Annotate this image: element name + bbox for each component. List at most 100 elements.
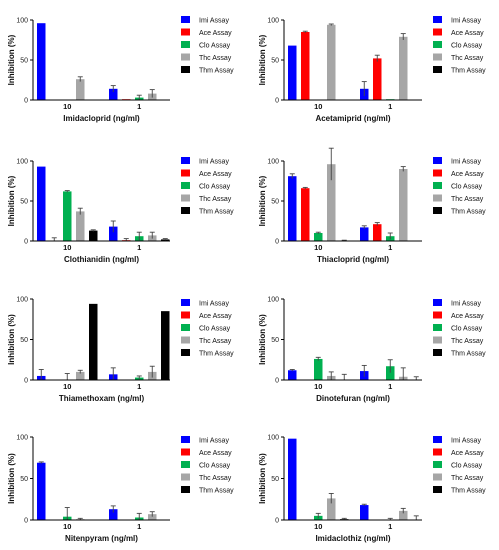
bar	[327, 24, 336, 100]
bar	[37, 166, 46, 241]
legend-entry: Imi Assay	[451, 159, 481, 166]
x-tick-label: 1	[388, 522, 392, 531]
x-tick-label: 1	[388, 382, 392, 391]
bar	[373, 224, 382, 241]
legend-swatch	[181, 169, 190, 177]
x-axis-label: Nitenpyram (ng/ml)	[65, 534, 138, 543]
y-tick-label: 100	[16, 18, 28, 25]
y-tick-label: 50	[20, 199, 28, 206]
x-tick-label: 10	[314, 102, 322, 111]
legend: Imi Assay Ace Assay Clo Assay Thc Assay Thm …	[181, 157, 234, 216]
legend-entry: Clo Assay	[451, 326, 483, 333]
legend-swatch	[181, 182, 190, 189]
legend: Imi Assay Ace Assay Clo Assay Thc Assay Thm …	[181, 16, 234, 75]
legend-entry: Imi Assay	[451, 18, 481, 25]
y-axis-label: Inhibition (%)	[258, 314, 267, 365]
y-tick-label: 50	[271, 58, 279, 65]
y-tick-label: 100	[267, 435, 279, 442]
x-axis-label: Dinotefuran (ng/ml)	[316, 394, 390, 403]
legend-swatch	[433, 486, 442, 493]
x-tick-label: 10	[63, 102, 71, 111]
bar	[386, 366, 395, 380]
bar	[301, 32, 310, 100]
bar	[360, 227, 369, 241]
legend-swatch	[181, 486, 190, 493]
legend-entry: Thm Assay	[451, 488, 486, 495]
x-tick-label: 10	[63, 382, 71, 391]
bar	[63, 191, 72, 241]
bar	[314, 358, 323, 380]
y-tick-label: 100	[267, 297, 279, 304]
legend: Imi Assay Ace Assay Clo Assay Thc Assay Thm …	[433, 157, 486, 216]
legend-entry: Ace Assay	[451, 313, 484, 320]
legend-entry: Clo Assay	[451, 184, 483, 191]
legend-entry: Thm Assay	[199, 209, 234, 216]
bar	[327, 164, 336, 241]
legend-entry: Imi Assay	[451, 438, 481, 445]
x-tick-label: 10	[314, 522, 322, 531]
bar	[109, 509, 118, 520]
legend-entry: Ace Assay	[199, 450, 232, 457]
legend: Imi Assay Ace Assay Clo Assay Thc Assay Thm …	[433, 299, 486, 358]
legend-swatch	[181, 207, 190, 214]
y-tick-label: 100	[267, 159, 279, 166]
legend-swatch	[181, 461, 190, 468]
legend-entry: Thc Assay	[451, 196, 484, 203]
x-tick-label: 1	[137, 102, 141, 111]
legend-entry: Thm Assay	[199, 351, 234, 358]
bar	[76, 371, 85, 380]
legend-swatch	[181, 28, 190, 36]
legend-swatch	[181, 349, 190, 356]
legend-entry: Imi Assay	[199, 159, 229, 166]
legend-swatch	[433, 194, 442, 202]
legend-swatch	[433, 324, 442, 331]
legend-swatch	[433, 169, 442, 177]
legend-entry: Thc Assay	[451, 55, 484, 62]
bar	[314, 233, 323, 241]
legend-entry: Thc Assay	[199, 475, 232, 482]
legend-swatch	[433, 16, 442, 23]
bar	[89, 230, 98, 241]
legend-swatch	[433, 311, 442, 319]
bar	[399, 169, 408, 241]
legend-swatch	[181, 473, 190, 481]
y-axis-label: Inhibition (%)	[7, 34, 16, 85]
bar	[76, 79, 85, 100]
legend-entry: Thm Assay	[199, 488, 234, 495]
y-tick-label: 50	[20, 476, 28, 483]
legend-swatch	[433, 41, 442, 48]
legend-swatch	[181, 311, 190, 319]
x-axis-label: Acetamiprid (ng/ml)	[315, 114, 390, 123]
legend-swatch	[181, 299, 190, 306]
bar	[76, 211, 85, 241]
y-tick-label: 50	[271, 337, 279, 344]
bar	[161, 311, 170, 380]
y-tick-label: 0	[24, 98, 28, 105]
legend-entry: Thm Assay	[451, 68, 486, 75]
x-axis-label: Clothianidin (ng/ml)	[64, 255, 139, 264]
legend-entry: Clo Assay	[451, 463, 483, 470]
x-tick-label: 1	[137, 382, 141, 391]
legend-swatch	[433, 336, 442, 344]
legend: Imi Assay Ace Assay Clo Assay Thc Assay Thm …	[433, 16, 486, 75]
bar	[327, 498, 336, 520]
x-tick-label: 10	[314, 243, 322, 252]
legend-entry: Ace Assay	[199, 313, 232, 320]
y-tick-label: 0	[24, 239, 28, 246]
legend-entry: Ace Assay	[451, 30, 484, 37]
x-tick-label: 10	[63, 522, 71, 531]
legend-swatch	[181, 53, 190, 61]
y-axis-label: Inhibition (%)	[7, 314, 16, 365]
legend-swatch	[181, 448, 190, 456]
legend-entry: Thc Assay	[451, 475, 484, 482]
y-tick-label: 0	[275, 518, 279, 525]
y-tick-label: 50	[271, 476, 279, 483]
y-tick-label: 100	[16, 159, 28, 166]
